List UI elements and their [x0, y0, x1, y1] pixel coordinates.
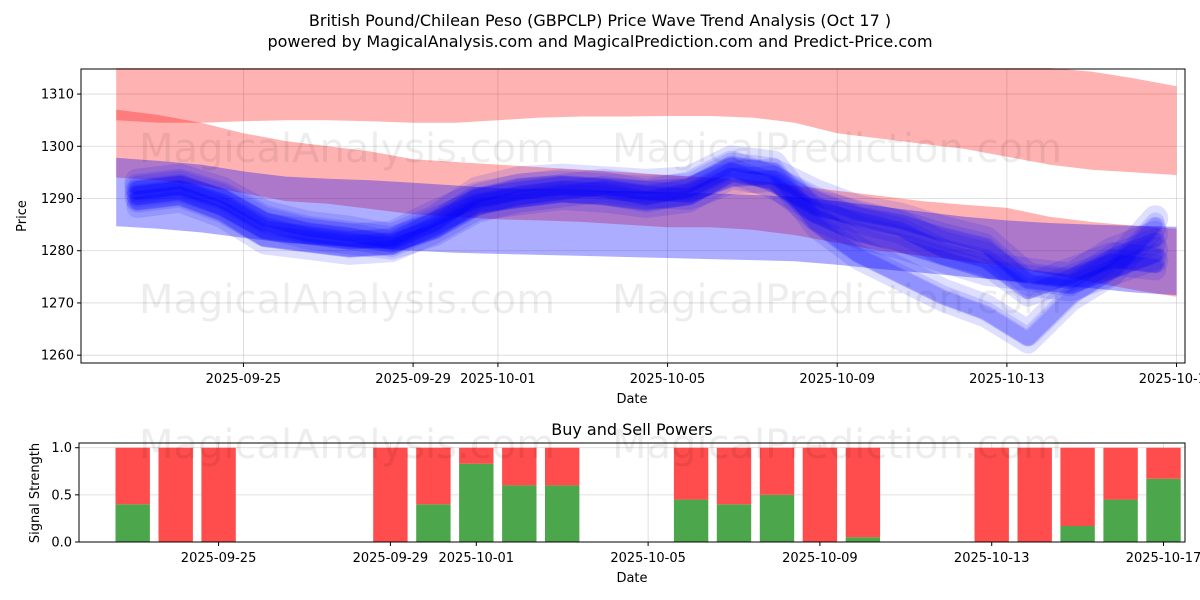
buy-bar — [1060, 526, 1095, 542]
price-x-tick-label: 2025-09-25 — [206, 372, 282, 387]
sell-bar — [1060, 447, 1095, 526]
signal-x-tick-label: 2025-10-13 — [954, 551, 1030, 566]
sell-bar — [459, 447, 494, 464]
wave-line-1 — [124, 150, 1169, 300]
price-y-tick-label: 1290 — [41, 192, 74, 207]
price-y-tick-label: 1280 — [41, 244, 74, 259]
sell-bar — [974, 447, 1009, 542]
wave-line-0 — [130, 170, 1163, 295]
signal-y-tick-label: 0.0 — [51, 536, 72, 551]
sell-bar — [1103, 447, 1138, 500]
buy-bar — [845, 537, 881, 542]
wave-line-1 — [130, 162, 1163, 300]
wave-line-0 — [124, 158, 1169, 294]
price-x-tick-label: 2025-09-29 — [375, 372, 451, 387]
band-2 — [116, 157, 1177, 296]
sell-bar — [201, 447, 236, 542]
price-chart-ylabel: Price — [15, 200, 30, 232]
price-x-tick-label: 2025-10-09 — [799, 372, 875, 387]
buy-bar — [545, 485, 580, 542]
signal-chart-frame — [78, 442, 1186, 543]
sell-bar — [545, 447, 580, 486]
signal-y-tick-label: 1.0 — [51, 441, 72, 456]
signal-chart-watermarks: MagicalAnalysis.com MagicalPrediction.co… — [139, 422, 1062, 468]
signal-chart-ylabel: Signal Strength — [28, 443, 43, 543]
chart-title-line2: powered by MagicalAnalysis.com and Magic… — [267, 32, 932, 51]
wave-line-3 — [126, 167, 1167, 297]
wave-line-2 — [128, 152, 1165, 346]
price-chart-xlabel: Date — [616, 392, 647, 407]
signal-x-tick-label: 2025-10-17 — [1126, 551, 1200, 566]
wave-line-3 — [124, 155, 1169, 289]
price-chart-axes: 2025-09-25 2025-09-29 2025-10-01 2025-10-05… — [41, 88, 1200, 387]
price-x-tick-label: 2025-10-01 — [460, 372, 536, 387]
sell-bar — [502, 447, 537, 486]
wave-line-3 — [128, 162, 1165, 288]
signal-x-tick-label: 2025-09-29 — [353, 551, 429, 566]
sell-bar — [373, 447, 408, 542]
price-y-tick-label: 1300 — [41, 140, 74, 155]
band-1 — [116, 109, 1177, 297]
wave-line-0 — [128, 165, 1165, 294]
sell-bar — [1146, 447, 1181, 479]
price-chart-plot — [116, 68, 1177, 354]
price-y-tick-label: 1270 — [41, 296, 74, 311]
chart-title-line1: British Pound/Chilean Peso (GBPCLP) Pric… — [309, 11, 891, 30]
buy-bar — [459, 463, 494, 542]
sell-bar — [802, 447, 838, 542]
price-x-tick-label: 2025-10-05 — [630, 372, 706, 387]
signal-x-tick-label: 2025-10-01 — [439, 551, 515, 566]
sell-bar — [716, 447, 752, 505]
sell-bar — [115, 447, 150, 505]
sell-bar — [845, 447, 881, 538]
wave-line-0 — [126, 169, 1167, 302]
sell-bar — [1017, 447, 1052, 542]
buy-bar — [1146, 478, 1181, 542]
buy-bar — [673, 499, 709, 542]
price-chart-frame — [80, 68, 1186, 364]
watermark-analysis-top: MagicalAnalysis.com — [139, 126, 555, 172]
signal-chart-axes: 2025-09-25 2025-09-29 2025-10-01 2025-10-05… — [51, 441, 1200, 566]
price-x-tick-label: 2025-10-17 — [1139, 372, 1200, 387]
watermark-analysis-bottom: MagicalAnalysis.com — [139, 277, 555, 323]
wave-line-1 — [128, 157, 1165, 299]
price-y-tick-label: 1260 — [41, 349, 74, 364]
wave-line-2 — [126, 156, 1167, 354]
band-0 — [116, 68, 1177, 175]
price-chart-grid — [81, 69, 1185, 363]
buy-bar — [416, 504, 451, 542]
buy-bar — [1103, 499, 1138, 542]
signal-chart-title: Buy and Sell Powers — [551, 420, 713, 439]
price-x-tick-label: 2025-10-13 — [969, 372, 1045, 387]
wave-line-2 — [124, 145, 1169, 347]
signal-x-tick-label: 2025-10-05 — [610, 551, 686, 566]
price-chart-watermarks: MagicalAnalysis.com MagicalPrediction.co… — [139, 126, 1062, 323]
sell-bar — [759, 447, 795, 495]
signal-x-tick-label: 2025-10-09 — [782, 551, 858, 566]
wave-line-1 — [126, 161, 1167, 307]
wave-line-3 — [130, 168, 1163, 290]
watermark-prediction-bottom: MagicalPrediction.com — [612, 277, 1062, 323]
buy-bar — [759, 494, 795, 542]
sell-bar — [416, 447, 451, 505]
buy-bar — [502, 485, 537, 542]
wave-line-2 — [130, 157, 1163, 347]
watermark-prediction-top: MagicalPrediction.com — [612, 126, 1062, 172]
watermark-analysis-signal: MagicalAnalysis.com — [139, 422, 555, 468]
sell-bar — [158, 447, 193, 542]
signal-y-tick-label: 0.5 — [51, 488, 72, 503]
watermark-prediction-signal: MagicalPrediction.com — [612, 422, 1062, 468]
buy-bar — [115, 504, 150, 542]
buy-bar — [716, 504, 752, 542]
price-y-tick-label: 1310 — [41, 88, 74, 103]
sell-bar — [673, 447, 709, 500]
signal-chart-xlabel: Date — [616, 571, 647, 586]
signal-chart-plot — [115, 447, 1181, 542]
signal-x-tick-label: 2025-09-25 — [181, 551, 257, 566]
